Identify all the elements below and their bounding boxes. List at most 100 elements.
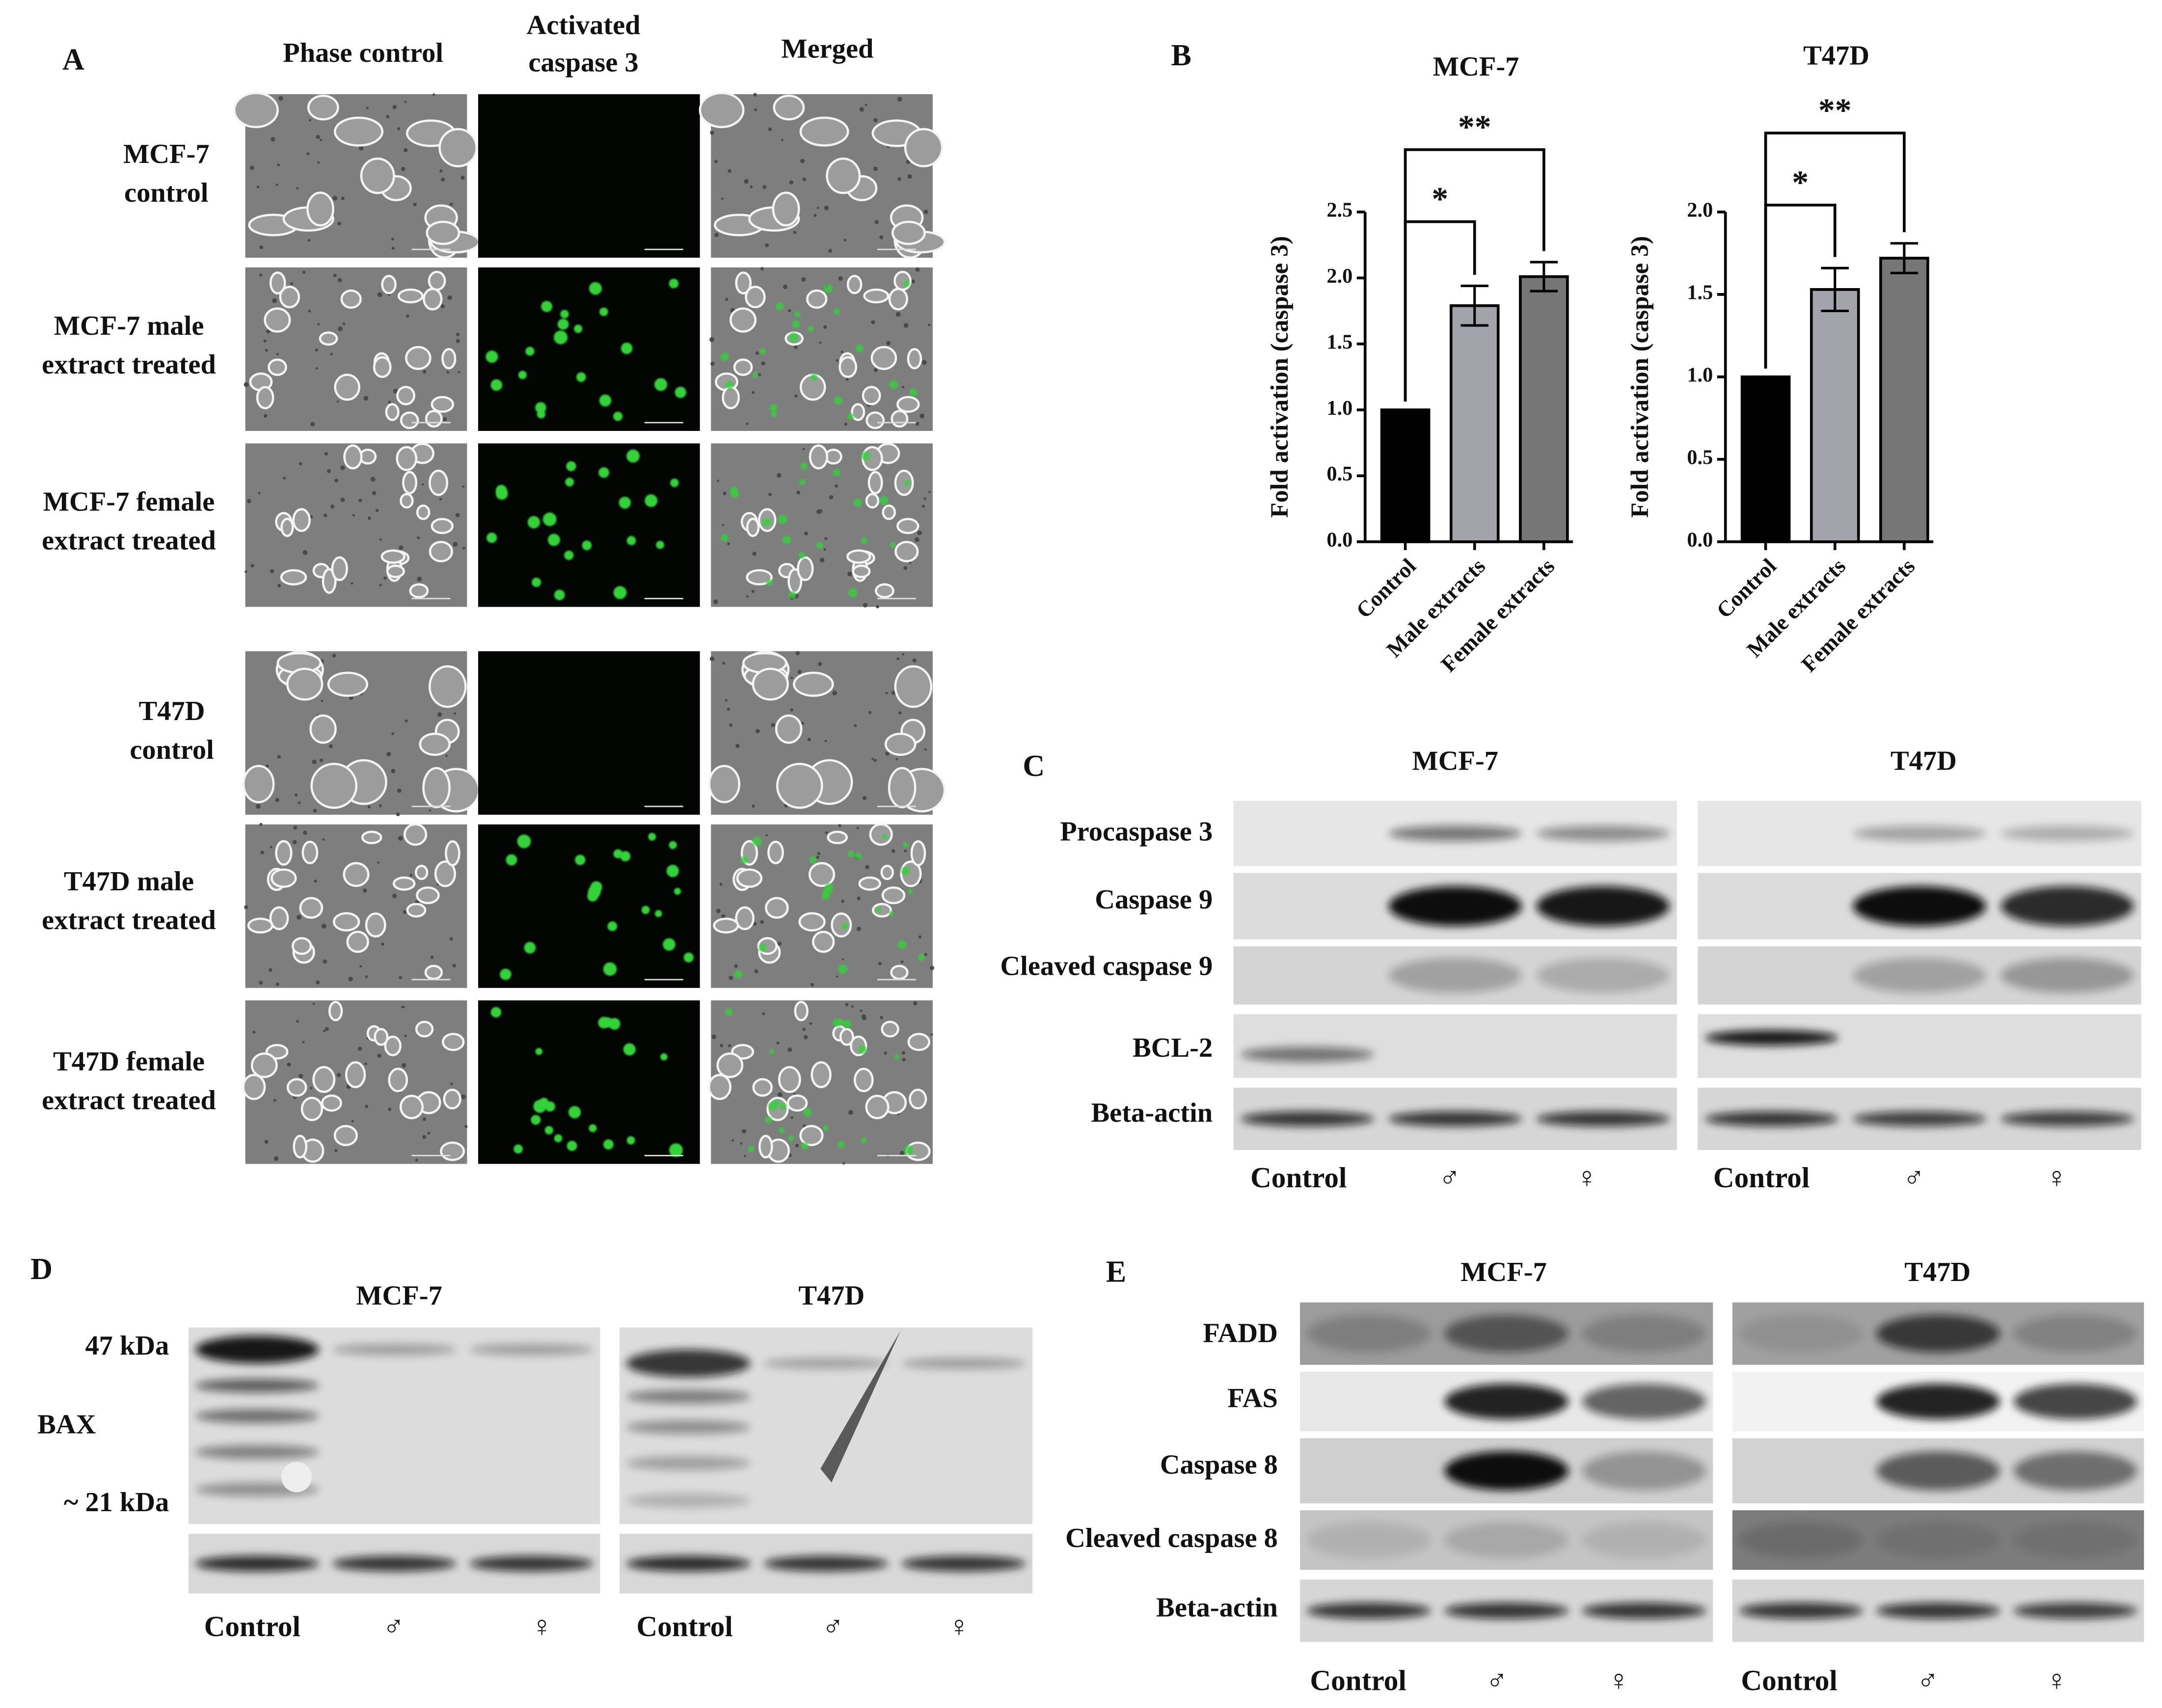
fluorescent-cell [838,1141,845,1148]
fluorescent-cell [853,498,862,507]
fluorescent-cell [752,372,758,378]
debris [762,185,767,189]
debris [323,1030,326,1033]
fluorescent-cell [766,579,773,586]
cell [809,444,828,470]
micrograph [242,650,480,817]
cell [907,348,922,370]
fluorescent-cell [834,396,842,405]
cell [736,868,763,888]
debris [800,159,805,163]
cell [405,346,432,370]
debris [816,509,821,514]
debris [795,1144,799,1148]
debris [358,145,364,151]
debris [836,975,838,978]
fluorescent-cell [582,540,592,551]
debris [813,214,817,217]
lane-label: ♀ [1608,1664,1629,1697]
debris [725,699,728,702]
row-label: extract treated [42,526,216,556]
debris [873,166,878,171]
debris [272,298,277,303]
debris [324,1027,329,1031]
blot-strip [1732,1438,2144,1504]
debris [842,1162,845,1165]
fluorescent-cell [798,552,805,559]
fluorescent-cell [889,380,898,389]
blot-band [1853,1111,1986,1126]
cell [765,897,789,919]
cell [891,410,909,428]
debris [439,498,442,501]
fluorescent-cell [589,282,602,295]
cell [381,275,397,294]
debris [803,1035,808,1040]
fluorescent-cell [544,1126,553,1135]
debris [317,323,320,326]
debris [258,491,261,494]
debris [367,805,371,809]
cell [400,411,419,429]
debris [430,955,434,959]
blot-band [626,1349,751,1378]
y-tick-label: 2.0 [1687,199,1713,222]
debris [717,480,720,482]
fluorescent-cell [486,350,498,363]
fluorescent-cell [524,942,536,954]
blot-band [195,1556,319,1572]
debris [314,880,317,883]
row-label: extract treated [42,905,216,935]
blot-band [1536,958,1670,993]
debris [362,888,367,893]
debris [391,769,396,774]
debris [847,571,852,577]
cell [767,840,784,864]
debris [317,161,320,164]
debris [405,719,408,722]
cell [392,876,416,891]
fluorescent-cell [533,1099,546,1113]
debris [342,322,346,325]
cell [799,116,849,147]
blot-band [1739,1315,1863,1353]
blot-band [2013,1451,2137,1491]
debris [378,804,382,807]
micrograph [243,267,467,431]
blot-band [626,1389,751,1404]
cell [445,840,460,867]
debris [330,352,333,356]
fluorescent-cell [720,352,730,361]
debris [441,177,445,182]
blot-band [626,1456,751,1470]
fluorescent-cell [619,496,631,509]
debris [835,484,838,488]
fluorescent-cell [669,278,679,289]
blot-band [195,1378,319,1393]
debris [454,712,456,715]
cell [328,1001,343,1021]
debris [308,119,311,122]
debris [403,148,408,153]
cell [388,1068,408,1093]
row-label: extract treated [42,349,216,380]
error-bar [1460,284,1488,327]
debris [879,235,884,240]
cell [713,917,739,934]
cell [708,765,741,803]
cell [319,331,338,346]
debris [891,690,896,695]
debris [928,323,931,326]
debris [829,495,834,500]
column-header: Merged [781,33,873,64]
debris [273,1098,276,1102]
fluorescent-cell [554,330,568,345]
blot-strip [1732,1510,2144,1570]
debris [367,516,371,520]
debris [753,922,757,926]
blot-strip [1300,1510,1713,1570]
cell [890,964,909,980]
lane-label: Control [636,1610,732,1643]
debris [735,744,740,748]
debris [752,804,755,808]
